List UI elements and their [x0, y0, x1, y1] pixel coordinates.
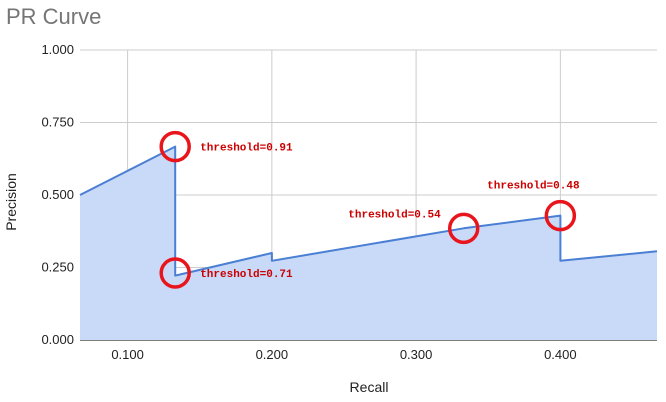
x-axis-label: Recall	[350, 379, 389, 395]
series-line	[79, 145, 658, 277]
y-tick-label: 1.000	[41, 42, 74, 57]
x-tick-label: 0.400	[544, 347, 577, 362]
x-tick-label: 0.100	[111, 347, 144, 362]
annotations: threshold=0.91 threshold=0.71 threshold=0.…	[159, 130, 580, 289]
threshold-label: threshold=0.71	[200, 269, 293, 281]
threshold-label: threshold=0.91	[200, 143, 293, 155]
x-tick-label: 0.200	[256, 347, 289, 362]
y-tick-label: 0.500	[41, 187, 74, 202]
y-axis-label: Precision	[3, 173, 19, 231]
threshold-marker	[544, 199, 577, 232]
series-area	[80, 146, 657, 340]
threshold-label: threshold=0.54	[348, 209, 441, 221]
x-tick-label: 0.300	[400, 347, 433, 362]
threshold-marker	[447, 212, 480, 245]
y-tick-label: 0.250	[41, 260, 74, 275]
y-tick-label: 0.000	[41, 332, 74, 347]
series-line-path	[79, 145, 658, 277]
threshold-marker	[159, 130, 191, 163]
y-tick-label: 0.750	[41, 115, 74, 130]
threshold-label: threshold=0.48	[487, 181, 580, 193]
chart-title: PR Curve	[6, 4, 102, 29]
threshold-marker	[159, 257, 191, 289]
tick-labels: 0.000 0.250 0.500 0.750 1.000 0.100 0.200 0.300…	[41, 42, 576, 362]
area-fill	[80, 146, 657, 340]
